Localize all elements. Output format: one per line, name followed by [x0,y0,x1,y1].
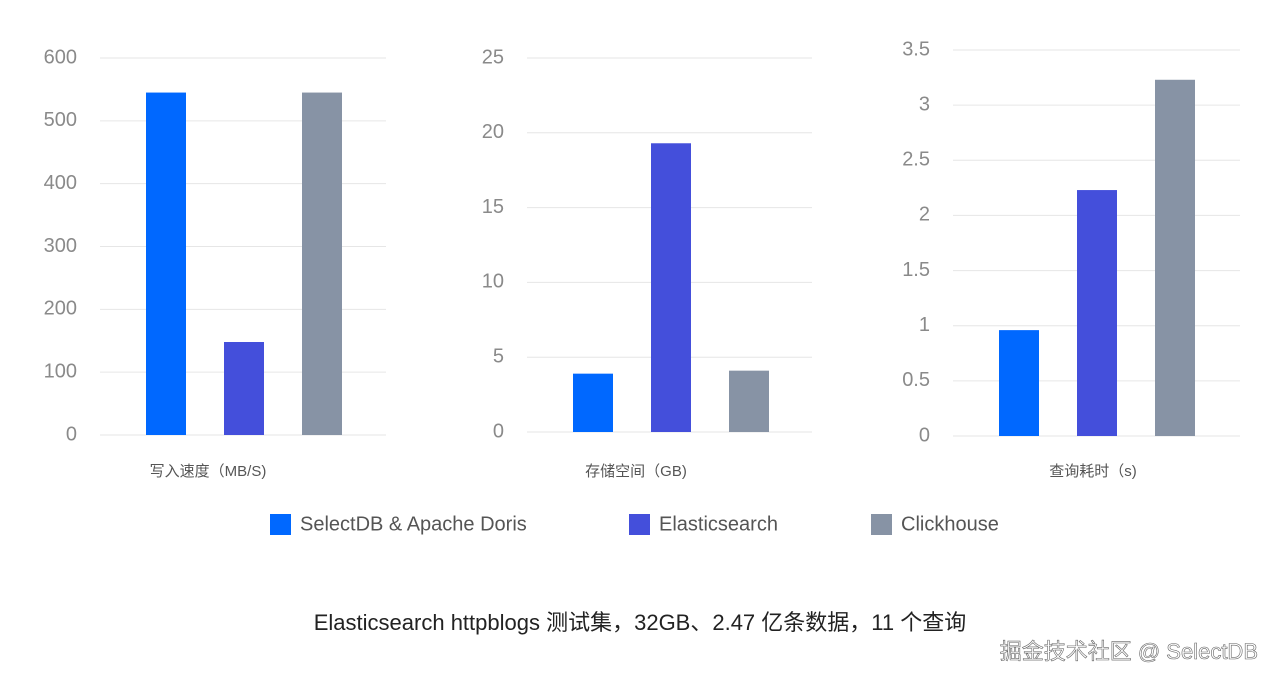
legend-swatch [871,514,892,535]
y-tick-label: 3 [919,93,930,115]
legend-label: SelectDB & Apache Doris [300,513,527,535]
watermark: 掘金技术社区 @ SelectDB [1000,639,1258,664]
bar [302,92,342,435]
y-tick-label: 3.5 [902,38,930,60]
caption: Elasticsearch httpblogs 测试集，32GB、2.47 亿条… [314,610,966,635]
y-tick-label: 10 [482,271,504,293]
y-tick-label: 200 [44,298,77,320]
y-tick-label: 5 [493,345,504,367]
y-tick-label: 1.5 [902,259,930,281]
bar [1155,79,1195,436]
bar [999,330,1039,436]
y-tick-label: 600 [44,46,77,68]
bar [651,143,691,432]
y-tick-label: 0.5 [902,369,930,391]
y-tick-label: 300 [44,235,77,257]
y-tick-label: 25 [482,46,504,68]
bar [224,342,264,435]
y-tick-label: 0 [493,420,504,442]
y-tick-label: 400 [44,172,77,194]
bar [1077,190,1117,436]
y-tick-label: 2 [919,204,930,226]
legend-label: Clickhouse [901,513,999,535]
bar [573,373,613,432]
y-tick-label: 100 [44,360,77,382]
x-axis-label: 存储空间（GB) [585,463,687,480]
legend-label: Elasticsearch [659,513,778,535]
x-axis-label: 写入速度（MB/S) [150,463,267,480]
legend-swatch [629,514,650,535]
x-axis-label: 查询耗时（s) [1049,463,1137,480]
y-tick-label: 0 [919,424,930,446]
y-tick-label: 500 [44,109,77,131]
y-tick-label: 20 [482,121,504,143]
y-tick-label: 0 [66,423,77,445]
legend-swatch [270,514,291,535]
bar [146,92,186,435]
y-tick-label: 1 [919,314,930,336]
y-tick-label: 15 [482,196,504,218]
bar [729,370,769,432]
y-tick-label: 2.5 [902,149,930,171]
